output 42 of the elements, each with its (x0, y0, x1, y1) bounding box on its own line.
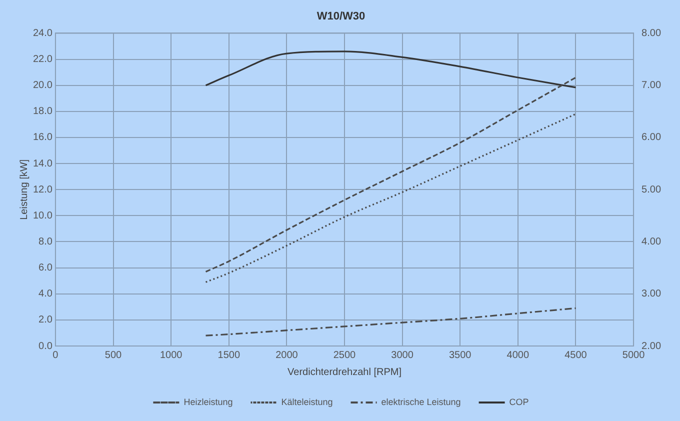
y-tick-label: 8.0 (38, 236, 53, 248)
x-tick-label: 500 (104, 350, 122, 361)
y-tick-label: 12.0 (32, 184, 53, 196)
y-axis-title: Leistung [kW] (18, 159, 30, 220)
y-tick-label: 20.0 (32, 80, 53, 92)
x-tick-label: 2000 (276, 350, 298, 361)
line-series (204, 307, 577, 336)
x-tick-label: 2500 (333, 350, 356, 361)
y-tick-label: 16.0 (32, 132, 53, 144)
y-tick-label: 2.0 (38, 314, 53, 326)
x-tick-label: 4000 (506, 350, 530, 361)
line-series (204, 76, 577, 273)
line-series (204, 50, 577, 88)
y-tick-label: 14.0 (32, 158, 53, 170)
x-tick-label: 5000 (622, 350, 646, 361)
y2-tick-label: 6.00 (642, 132, 662, 144)
x-tick-label: 3500 (448, 350, 472, 361)
y-tick-label: 22.0 (32, 54, 53, 66)
y2-tick-label: 4.00 (642, 236, 662, 248)
y-tick-label: 10.0 (32, 210, 53, 222)
y2-tick-label: 3.00 (642, 288, 662, 300)
chart-title: W10/W30 (316, 10, 366, 23)
x-tick-label: 3000 (391, 350, 414, 361)
y2-tick-label: 5.00 (642, 184, 662, 196)
x-tick-label: 0 (52, 350, 59, 361)
y2-tick-label: 8.00 (642, 28, 662, 39)
y-tick-label: 24.0 (32, 28, 53, 39)
legend-label: elektrische Leistung (381, 396, 461, 407)
y-tick-label: 0.0 (38, 340, 53, 352)
x-axis-title: Verdichterdrehzahl [RPM] (288, 366, 402, 378)
legend-label: Heizleistung (184, 396, 233, 407)
y2-tick-label: 7.00 (642, 80, 662, 92)
y-tick-label: 6.0 (38, 262, 53, 274)
y-tick-label: 4.0 (38, 288, 53, 300)
line-series (204, 113, 577, 283)
y-tick-label: 18.0 (32, 106, 53, 118)
legend-label: Kälteleistung (281, 396, 333, 407)
x-tick-label: 4500 (564, 350, 588, 361)
x-tick-label: 1500 (218, 350, 240, 361)
legend-label: COP (509, 396, 529, 407)
x-tick-label: 1000 (160, 350, 183, 361)
y2-tick-label: 2.00 (642, 340, 662, 352)
